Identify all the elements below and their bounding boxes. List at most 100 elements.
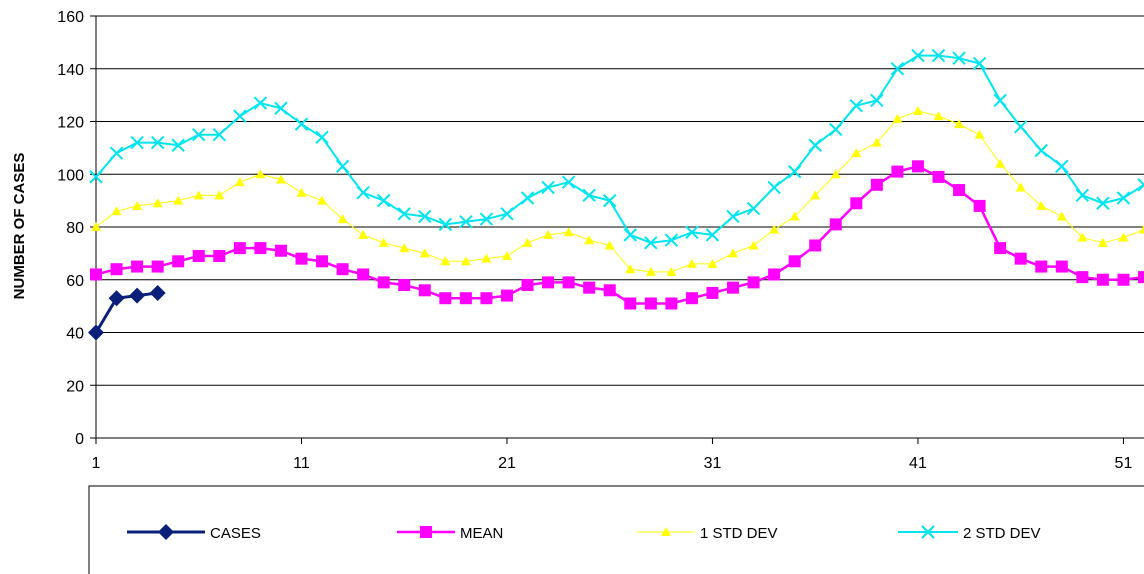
legend-label: MEAN — [460, 525, 503, 542]
series-1-std-dev — [91, 105, 1144, 276]
data-point-1-std-dev — [91, 222, 101, 231]
series-mean — [90, 160, 1144, 310]
data-point-1-std-dev — [748, 240, 759, 250]
data-point-2-std-dev — [212, 127, 227, 142]
data-point-mean — [665, 297, 678, 310]
data-point-1-std-dev — [1036, 200, 1047, 210]
data-point-2-std-dev — [685, 225, 699, 239]
data-point-1-std-dev — [830, 169, 841, 179]
data-point-2-std-dev — [582, 188, 596, 203]
data-point-2-std-dev — [233, 109, 247, 123]
data-point-2-std-dev — [972, 56, 987, 71]
data-point-1-std-dev — [543, 229, 554, 239]
data-point-cases — [129, 287, 146, 304]
data-point-1-std-dev — [460, 256, 471, 266]
y-tick-label: 100 — [57, 167, 84, 184]
data-point-2-std-dev — [849, 98, 864, 113]
data-point-mean — [521, 279, 534, 292]
data-point-mean — [1055, 260, 1068, 273]
y-tick-label: 20 — [66, 378, 84, 395]
data-point-1-std-dev — [234, 177, 245, 187]
data-point-mean — [583, 281, 596, 294]
data-point-2-std-dev — [1096, 196, 1110, 210]
data-point-2-std-dev — [89, 170, 103, 184]
data-point-1-std-dev — [358, 229, 369, 239]
data-point-mean — [274, 244, 287, 257]
data-point-mean — [768, 268, 781, 281]
data-point-1-std-dev — [584, 235, 595, 245]
data-point-mean — [233, 242, 246, 255]
data-point-mean — [809, 239, 822, 252]
data-point-1-std-dev — [419, 248, 430, 258]
data-point-2-std-dev — [911, 48, 925, 63]
data-point-mean — [192, 250, 205, 263]
data-point-2-std-dev — [459, 215, 473, 229]
data-point-mean — [973, 199, 986, 212]
data-point-2-std-dev — [479, 212, 494, 226]
data-point-1-std-dev — [255, 169, 266, 179]
data-point-mean — [151, 260, 164, 273]
data-point-1-std-dev — [1139, 224, 1144, 234]
data-point-mean — [110, 263, 123, 276]
data-point-2-std-dev — [1055, 159, 1069, 174]
data-point-1-std-dev — [625, 264, 636, 274]
data-point-1-std-dev — [604, 240, 615, 250]
data-point-1-std-dev — [440, 256, 451, 266]
x-tick-label: 31 — [704, 455, 722, 472]
data-point-mean — [706, 286, 719, 299]
x-tick-label: 41 — [909, 455, 927, 472]
data-point-1-std-dev — [1056, 211, 1067, 221]
legend-label: 1 STD DEV — [700, 525, 778, 542]
data-point-mean — [418, 284, 431, 297]
data-point-1-std-dev — [173, 195, 184, 205]
legend: CASES MEAN 1 STD DEV 2 STD DEV — [88, 485, 1144, 574]
data-point-2-std-dev — [1014, 120, 1028, 134]
data-point-mean — [1076, 271, 1089, 284]
data-point-mean — [295, 252, 308, 265]
data-point-1-std-dev — [1077, 232, 1088, 242]
y-tick-label: 140 — [57, 62, 84, 79]
data-point-mean — [624, 297, 637, 310]
data-point-mean — [644, 297, 657, 310]
data-point-cases — [149, 284, 166, 301]
data-point-1-std-dev — [995, 158, 1006, 168]
data-point-mean — [480, 292, 493, 305]
data-point-mean — [911, 160, 924, 173]
data-point-2-std-dev — [808, 138, 822, 152]
data-point-2-std-dev — [274, 101, 288, 116]
data-point-mean — [357, 268, 370, 281]
x-tick-label: 1 — [92, 455, 101, 472]
series-line-1-std-dev — [95, 110, 1144, 273]
data-point-2-std-dev — [315, 130, 329, 145]
data-point-mean — [500, 289, 513, 302]
data-point-2-std-dev — [561, 175, 576, 189]
data-point-2-std-dev — [253, 96, 268, 110]
y-tick-label: 160 — [57, 9, 84, 26]
data-point-1-std-dev — [399, 243, 410, 253]
data-point-2-std-dev — [746, 201, 761, 216]
data-point-mean — [90, 268, 102, 281]
data-point-mean — [953, 184, 966, 197]
data-point-2-std-dev — [931, 48, 946, 63]
data-point-2-std-dev — [644, 236, 658, 250]
y-tick-labels: 0 20 40 60 80 100 120 140 160 — [57, 9, 96, 448]
data-point-1-std-dev — [851, 148, 862, 158]
data-point-1-std-dev — [707, 258, 718, 268]
data-point-mean — [1138, 271, 1144, 284]
data-point-2-std-dev — [130, 135, 144, 150]
data-point-1-std-dev — [152, 198, 163, 208]
data-point-1-std-dev — [974, 129, 985, 139]
data-point-mean — [829, 218, 842, 231]
x-tick-label: 51 — [1115, 455, 1133, 472]
data-point-2-std-dev — [397, 207, 411, 221]
data-point-1-std-dev — [871, 137, 882, 147]
legend-marker — [661, 527, 671, 536]
series-group — [88, 48, 1144, 341]
data-point-2-std-dev — [870, 93, 884, 108]
data-point-mean — [850, 197, 863, 210]
y-tick-label: 120 — [57, 115, 84, 132]
data-point-1-std-dev — [892, 113, 903, 123]
series-line-2-std-dev — [95, 54, 1144, 244]
x-tick-labels: 1 11 21 31 41 51 — [92, 438, 1133, 472]
legend-label: CASES — [210, 525, 261, 542]
